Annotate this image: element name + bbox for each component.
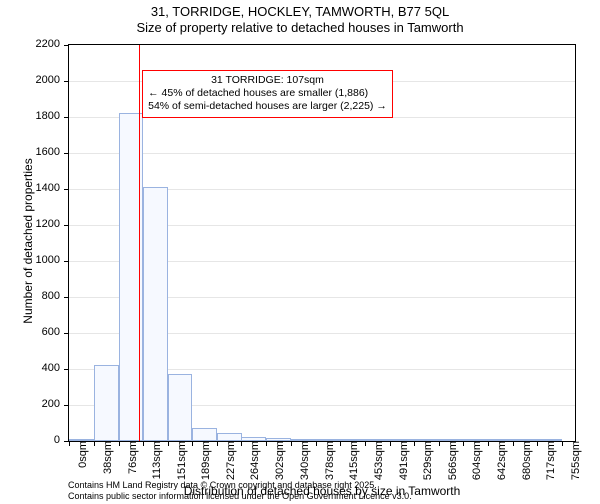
x-tick-mark xyxy=(316,441,317,446)
y-tick-label: 400 xyxy=(42,362,60,374)
x-tick-mark xyxy=(488,441,489,446)
y-tick-mark xyxy=(64,333,69,334)
chart-title-line2: Size of property relative to detached ho… xyxy=(0,20,600,35)
gridline-h xyxy=(69,153,575,154)
x-tick-mark xyxy=(365,441,366,446)
y-tick-mark xyxy=(64,405,69,406)
y-axis-label: Number of detached properties xyxy=(21,131,35,351)
plot-area: 0sqm38sqm76sqm113sqm151sqm189sqm227sqm26… xyxy=(68,44,576,442)
x-tick-label: 529sqm xyxy=(418,441,434,480)
y-tick-mark xyxy=(64,369,69,370)
histogram-bar xyxy=(94,365,119,441)
chart-title-line1: 31, TORRIDGE, HOCKLEY, TAMWORTH, B77 5QL xyxy=(0,4,600,19)
y-tick-label: 1600 xyxy=(36,146,60,158)
x-tick-mark xyxy=(69,441,70,446)
annotation-line: 54% of semi-detached houses are larger (… xyxy=(148,100,387,113)
x-tick-label: 340sqm xyxy=(295,441,311,480)
x-tick-label: 76sqm xyxy=(123,441,139,474)
x-tick-label: 566sqm xyxy=(443,441,459,480)
y-tick-label: 1400 xyxy=(36,182,60,194)
y-tick-mark xyxy=(64,153,69,154)
x-tick-label: 604sqm xyxy=(467,441,483,480)
plot-wrap: 0sqm38sqm76sqm113sqm151sqm189sqm227sqm26… xyxy=(68,44,576,442)
x-tick-mark xyxy=(241,441,242,446)
x-tick-label: 0sqm xyxy=(73,441,89,468)
x-tick-mark xyxy=(119,441,120,446)
x-tick-mark xyxy=(192,441,193,446)
x-tick-mark xyxy=(439,441,440,446)
histogram-bar xyxy=(217,433,242,441)
x-tick-label: 113sqm xyxy=(147,441,163,479)
x-tick-mark xyxy=(562,441,563,446)
y-tick-label: 600 xyxy=(42,326,60,338)
attribution-line1: Contains HM Land Registry data © Crown c… xyxy=(68,480,412,491)
x-tick-label: 189sqm xyxy=(196,441,212,480)
x-tick-label: 642sqm xyxy=(492,441,508,480)
annotation-line: 31 TORRIDGE: 107sqm xyxy=(148,74,387,87)
attribution: Contains HM Land Registry data © Crown c… xyxy=(68,480,412,502)
x-tick-label: 680sqm xyxy=(517,441,533,480)
x-tick-mark xyxy=(291,441,292,446)
x-tick-mark xyxy=(537,441,538,446)
x-tick-mark xyxy=(168,441,169,446)
x-tick-mark xyxy=(390,441,391,446)
y-tick-label: 1200 xyxy=(36,218,60,230)
x-tick-mark xyxy=(94,441,95,446)
x-tick-label: 491sqm xyxy=(394,441,410,480)
y-tick-label: 2200 xyxy=(36,38,60,50)
x-tick-mark xyxy=(266,441,267,446)
y-tick-mark xyxy=(64,225,69,226)
histogram-bar xyxy=(168,374,193,441)
x-tick-mark xyxy=(340,441,341,446)
x-tick-label: 151sqm xyxy=(172,441,188,480)
y-tick-label: 2000 xyxy=(36,74,60,86)
y-tick-mark xyxy=(64,297,69,298)
x-tick-label: 302sqm xyxy=(270,441,286,480)
x-tick-label: 717sqm xyxy=(541,441,557,480)
attribution-line2: Contains public sector information licen… xyxy=(68,491,412,502)
histogram-bar xyxy=(192,428,217,442)
y-tick-mark xyxy=(64,81,69,82)
histogram-bar xyxy=(143,187,168,441)
x-tick-label: 378sqm xyxy=(320,441,336,480)
x-tick-label: 755sqm xyxy=(566,441,582,480)
y-tick-mark xyxy=(64,261,69,262)
y-tick-label: 200 xyxy=(42,398,60,410)
x-tick-mark xyxy=(217,441,218,446)
y-tick-label: 0 xyxy=(54,434,60,446)
x-tick-mark xyxy=(513,441,514,446)
y-tick-label: 1800 xyxy=(36,110,60,122)
x-tick-mark xyxy=(143,441,144,446)
x-tick-label: 415sqm xyxy=(344,441,360,480)
annotation-box: 31 TORRIDGE: 107sqm← 45% of detached hou… xyxy=(142,70,393,117)
x-tick-label: 264sqm xyxy=(245,441,261,480)
y-tick-label: 1000 xyxy=(36,254,60,266)
y-tick-mark xyxy=(64,117,69,118)
property-marker-line xyxy=(139,45,140,441)
x-tick-mark xyxy=(414,441,415,446)
y-tick-label: 800 xyxy=(42,290,60,302)
x-tick-mark xyxy=(463,441,464,446)
y-tick-mark xyxy=(64,189,69,190)
x-tick-label: 227sqm xyxy=(221,441,237,480)
annotation-line: ← 45% of detached houses are smaller (1,… xyxy=(148,87,387,100)
y-tick-mark xyxy=(64,45,69,46)
x-tick-label: 453sqm xyxy=(369,441,385,480)
x-tick-label: 38sqm xyxy=(98,441,114,474)
